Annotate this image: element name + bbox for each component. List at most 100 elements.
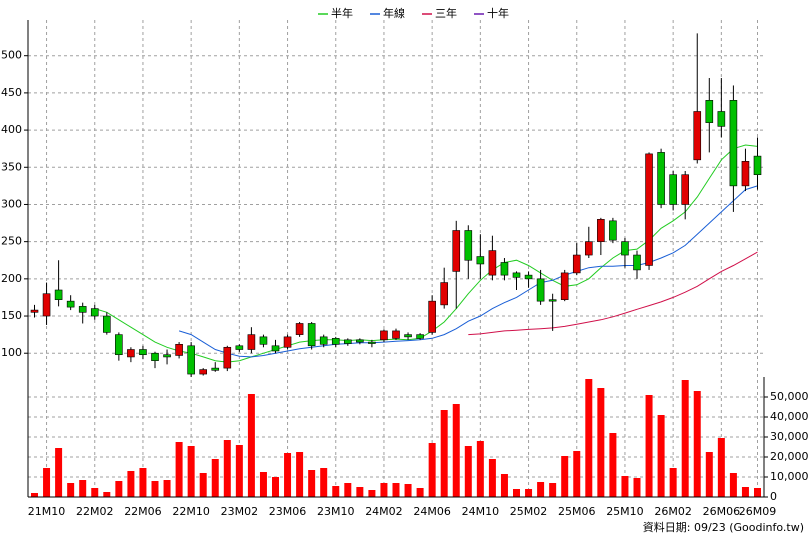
x-tick-label: 24M06 bbox=[413, 505, 451, 518]
x-tick-label: 26M02 bbox=[654, 505, 692, 518]
y-tick-label: 20,000 bbox=[770, 450, 808, 463]
volume-bar bbox=[332, 486, 340, 497]
volume-bar bbox=[235, 445, 243, 497]
candle-body bbox=[151, 352, 159, 361]
candle-body bbox=[223, 346, 232, 369]
candle-body bbox=[199, 369, 207, 375]
volume-bar bbox=[380, 483, 388, 497]
candle-body bbox=[139, 349, 147, 356]
candle-body bbox=[127, 349, 135, 358]
volume-bar bbox=[259, 472, 267, 497]
volume-bar bbox=[284, 453, 292, 497]
candle-body bbox=[488, 250, 497, 276]
x-tick-label: 26M09 bbox=[739, 505, 777, 518]
volume-bar bbox=[549, 483, 557, 497]
volume-bar bbox=[356, 487, 364, 497]
y-tick-label: 50,000 bbox=[770, 390, 808, 403]
volume-bar bbox=[404, 484, 412, 497]
candle-body bbox=[476, 256, 485, 265]
volume-bar bbox=[440, 410, 448, 497]
y-tick-label: 100 bbox=[1, 346, 22, 359]
volume-bar bbox=[199, 473, 207, 497]
candle-body bbox=[452, 230, 461, 272]
volume-bar bbox=[452, 404, 460, 497]
y-tick-label: 40,000 bbox=[770, 410, 808, 423]
y-tick-label: 450 bbox=[1, 86, 22, 99]
candle-body bbox=[90, 308, 99, 317]
x-tick-label: 24M10 bbox=[462, 505, 500, 518]
candle-body bbox=[717, 111, 726, 127]
candle-body bbox=[271, 345, 280, 352]
volume-bar bbox=[561, 456, 569, 497]
x-tick-label: 25M02 bbox=[510, 505, 548, 518]
volume-bar bbox=[681, 380, 689, 497]
volume-bar bbox=[464, 446, 472, 497]
candle-body bbox=[211, 367, 220, 371]
volume-bar bbox=[368, 490, 376, 497]
volume-bar bbox=[139, 468, 147, 497]
volume-bar bbox=[657, 415, 665, 497]
candle-body bbox=[729, 100, 738, 187]
volume-bar bbox=[127, 471, 135, 497]
candle-body bbox=[536, 278, 545, 302]
candle-body bbox=[368, 341, 376, 344]
x-tick-label: 22M10 bbox=[172, 505, 210, 518]
y-tick-label: 250 bbox=[1, 235, 22, 248]
legend-label: 三年 bbox=[435, 6, 457, 20]
candle-body bbox=[560, 272, 569, 300]
candle-body bbox=[705, 100, 714, 123]
candle-body bbox=[609, 220, 617, 241]
volume-bar bbox=[645, 395, 653, 497]
volume-bar bbox=[151, 481, 159, 497]
volume-bar bbox=[754, 488, 761, 497]
candle-body bbox=[753, 155, 762, 176]
volume-bar bbox=[163, 480, 171, 497]
candle-body bbox=[464, 230, 473, 261]
x-tick-label: 23M10 bbox=[317, 505, 355, 518]
volume-bar bbox=[272, 477, 279, 497]
candle-body bbox=[115, 334, 123, 356]
candle-body bbox=[741, 161, 750, 187]
x-tick-label: 23M02 bbox=[221, 505, 259, 518]
candle-body bbox=[30, 309, 39, 313]
candle-body bbox=[669, 174, 677, 205]
y-tick-label: 300 bbox=[1, 197, 22, 210]
candle-body bbox=[633, 254, 641, 271]
x-tick-label: 22M02 bbox=[76, 505, 114, 518]
volume-bar bbox=[211, 459, 219, 497]
volume-bar bbox=[428, 443, 436, 497]
candle-body bbox=[331, 338, 340, 345]
volume-bar bbox=[500, 474, 508, 497]
volume-bar bbox=[525, 489, 533, 497]
x-tick-label: 25M06 bbox=[558, 505, 596, 518]
legend-label: 半年 bbox=[331, 6, 353, 20]
candle-body bbox=[283, 336, 292, 348]
candle-body bbox=[78, 306, 87, 313]
candle-body bbox=[645, 153, 653, 266]
x-tick-label: 25M10 bbox=[606, 505, 644, 518]
candle-body bbox=[657, 152, 665, 205]
candle-body bbox=[512, 272, 521, 278]
volume-bar bbox=[741, 487, 749, 497]
volume-bar bbox=[43, 468, 51, 497]
candle-body bbox=[54, 289, 63, 300]
volume-bar bbox=[585, 379, 593, 497]
candle-body bbox=[356, 339, 364, 343]
candle-body bbox=[247, 334, 256, 350]
volume-bar bbox=[103, 492, 111, 497]
candle-body bbox=[404, 334, 412, 338]
volume-bar bbox=[392, 483, 400, 497]
x-tick-label: 23M06 bbox=[269, 505, 307, 518]
volume-bar bbox=[621, 476, 629, 497]
candle-body bbox=[548, 299, 557, 302]
y-tick-label: 350 bbox=[1, 160, 22, 173]
candle-body bbox=[392, 330, 400, 339]
candle-body bbox=[259, 336, 268, 345]
candle-body bbox=[681, 174, 690, 205]
volume-bar bbox=[187, 446, 195, 497]
y-tick-label: 10,000 bbox=[770, 470, 808, 483]
candle-body bbox=[187, 345, 195, 375]
volume-bar bbox=[296, 452, 304, 497]
y-tick-label: 30,000 bbox=[770, 430, 808, 443]
